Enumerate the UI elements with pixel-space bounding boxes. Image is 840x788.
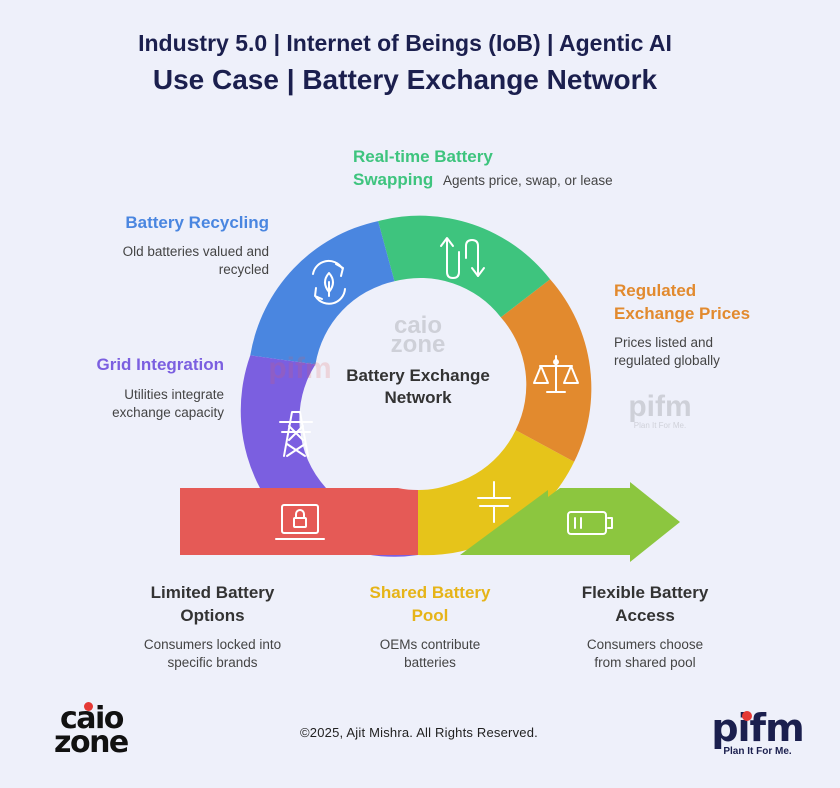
battery-icon <box>567 511 613 535</box>
title-line: Real-time Battery <box>353 147 493 166</box>
scales-icon <box>533 355 579 393</box>
caio-logo-dot <box>84 702 93 711</box>
label-grid-desc: Utilities integrate exchange capacity <box>30 386 224 422</box>
desc-line: specific brands <box>167 655 258 670</box>
title-line: Swapping <box>353 170 434 189</box>
watermark-pifm-tag: Plan It For Me. <box>634 421 686 430</box>
label-regulated-desc: Prices listed and regulated globally <box>614 334 720 370</box>
label-realtime-swapping-title: Real-time Battery Swapping <box>353 145 493 191</box>
center-label-line1: Battery Exchange <box>346 366 490 385</box>
laptop-lock-icon <box>275 504 325 540</box>
label-limited-title: Limited Battery Options <box>120 581 305 627</box>
pifm-logo-text: pifm <box>711 706 804 750</box>
power-tower-icon <box>279 411 313 457</box>
title-line: Limited Battery <box>150 583 275 602</box>
desc-line: Prices listed and <box>614 335 714 350</box>
label-limited-desc: Consumers locked into specific brands <box>110 636 315 672</box>
desc-line: Old batteries valued and <box>122 244 269 259</box>
segment-shared-battery-pool <box>418 430 575 556</box>
label-realtime-swapping-desc: Agents price, swap, or lease <box>443 173 613 188</box>
title-line: Options <box>180 606 245 625</box>
label-regulated-title: Regulated Exchange Prices <box>614 279 750 325</box>
pifm-logo-dot <box>742 711 752 721</box>
watermark-pifm-right: pifm <box>628 390 691 423</box>
title-line: Exchange Prices <box>614 304 751 323</box>
desc-line: OEMs contribute <box>379 637 481 652</box>
swap-arrows-icon <box>440 237 485 279</box>
segment-realtime-swapping <box>378 215 551 318</box>
pifm-logo: pifm Plan It For Me. <box>710 706 805 757</box>
segment-flexible-battery-access <box>418 482 680 562</box>
label-flexible-desc: Consumers choose from shared pool <box>555 636 735 672</box>
center-label-line2: Network <box>384 388 452 407</box>
label-flexible-title: Flexible Battery Access <box>555 581 735 627</box>
label-shared-pool-title: Shared Battery Pool <box>340 581 520 627</box>
desc-line: recycled <box>218 262 269 277</box>
desc-line: Consumers choose <box>586 637 704 652</box>
label-shared-pool-desc: OEMs contribute batteries <box>340 636 520 672</box>
desc-line: from shared pool <box>594 655 696 670</box>
title-line: Regulated <box>614 281 697 300</box>
capacitor-icon <box>477 481 511 523</box>
desc-line: Consumers locked into <box>143 637 282 652</box>
segment-battery-recycling <box>250 221 395 365</box>
segment-regulated-prices <box>500 279 592 462</box>
caio-logo-line2: zone <box>54 725 129 760</box>
desc-line: exchange capacity <box>112 405 224 420</box>
pifm-tagline: Plan It For Me. <box>723 746 792 757</box>
watermark-pifm-left: pifm <box>268 352 331 385</box>
desc-line: batteries <box>404 655 456 670</box>
desc-line: regulated globally <box>614 353 720 368</box>
copyright-text: ©2025, Ajit Mishra. All Rights Reserved. <box>300 725 538 740</box>
caio-zone-logo: caio zone <box>54 704 129 760</box>
label-recycling-desc: Old batteries valued and recycled <box>60 243 269 279</box>
title-line: Pool <box>411 606 449 625</box>
title-line: Access <box>615 606 675 625</box>
segment-limited-options <box>180 488 418 555</box>
page-title: Use Case | Battery Exchange Network <box>152 64 658 95</box>
title-line: Flexible Battery <box>581 583 709 602</box>
label-recycling-title: Battery Recycling <box>125 213 269 232</box>
label-grid-title: Grid Integration <box>96 355 225 374</box>
watermark-caio: caio <box>394 312 442 339</box>
page-subtitle: Industry 5.0 | Internet of Beings (IoB) … <box>138 30 672 56</box>
recycle-icon <box>312 259 346 305</box>
desc-line: Utilities integrate <box>124 387 224 402</box>
watermark-zone: zone <box>391 331 446 358</box>
title-line: Shared Battery <box>369 583 491 602</box>
